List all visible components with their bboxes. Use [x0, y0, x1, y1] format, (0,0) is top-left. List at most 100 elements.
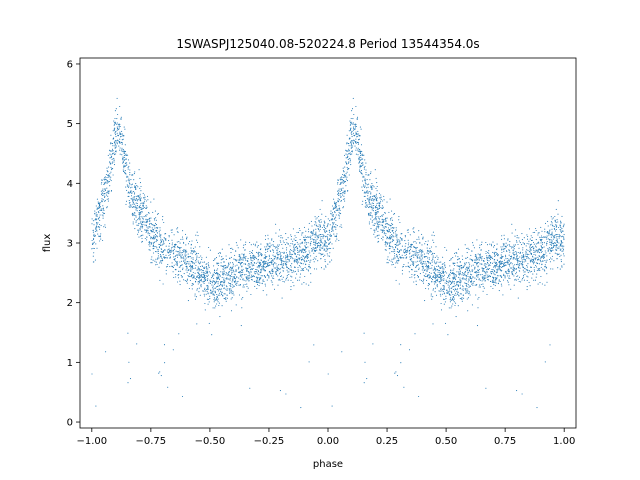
data-point [269, 258, 271, 260]
data-point [186, 238, 188, 240]
data-point [239, 278, 241, 280]
data-point [135, 216, 137, 218]
data-point [388, 230, 390, 232]
data-point [253, 264, 255, 266]
data-point [503, 263, 505, 266]
data-point [530, 261, 532, 263]
data-point [124, 144, 126, 146]
data-point [290, 265, 292, 267]
data-point [282, 260, 284, 262]
data-point [279, 240, 281, 242]
data-point [340, 196, 342, 198]
data-point [468, 279, 470, 282]
data-point [472, 244, 474, 246]
data-point [327, 239, 329, 242]
data-point [457, 284, 460, 286]
data-point [264, 261, 266, 263]
data-point [413, 227, 415, 229]
data-point [277, 267, 280, 270]
data-point [450, 283, 452, 285]
data-point [452, 272, 454, 274]
data-point [91, 223, 93, 225]
data-point [486, 266, 488, 268]
data-point [211, 284, 213, 286]
data-point [219, 274, 221, 276]
data-point [523, 258, 525, 261]
data-point [561, 250, 563, 252]
data-point [289, 260, 291, 262]
data-point [502, 248, 504, 250]
data-point [444, 271, 447, 273]
data-point [539, 248, 541, 251]
data-point [476, 325, 479, 327]
data-point [264, 283, 266, 285]
data-point [321, 253, 323, 256]
data-point [351, 136, 353, 138]
data-point [212, 285, 214, 287]
data-point [127, 166, 129, 169]
data-point [507, 239, 509, 241]
data-point [343, 190, 345, 192]
data-point [395, 233, 397, 235]
data-point [499, 263, 501, 265]
data-point [138, 222, 140, 224]
data-point [215, 257, 218, 259]
data-point [461, 300, 463, 302]
data-point [160, 238, 162, 240]
data-point [109, 153, 111, 155]
data-point [296, 247, 299, 249]
data-point [360, 155, 362, 157]
data-point [311, 249, 314, 251]
data-point [500, 261, 502, 263]
data-point [357, 147, 359, 149]
data-point [97, 233, 99, 235]
data-point [363, 179, 365, 181]
data-point [135, 215, 137, 217]
data-point [539, 250, 542, 252]
data-point [336, 225, 338, 227]
data-point [367, 174, 369, 176]
data-point [286, 276, 288, 278]
data-point [400, 249, 402, 251]
data-point [102, 188, 104, 190]
data-point [537, 251, 539, 253]
data-point [186, 261, 188, 263]
data-point [313, 229, 315, 231]
data-point [515, 278, 517, 280]
data-point [319, 228, 321, 231]
data-point [188, 256, 190, 258]
data-point [289, 269, 291, 271]
data-point [522, 247, 524, 249]
data-point [454, 262, 456, 264]
data-point [147, 231, 149, 233]
data-point [123, 159, 125, 161]
data-point [290, 279, 292, 282]
data-point [338, 194, 340, 197]
data-point [92, 239, 95, 241]
data-point [184, 233, 187, 235]
data-point [276, 246, 278, 248]
data-point [214, 283, 216, 285]
data-point [331, 215, 333, 217]
data-point [310, 273, 312, 275]
data-point [503, 234, 505, 236]
data-point [316, 243, 318, 245]
data-point [456, 291, 458, 293]
data-point [126, 176, 128, 178]
data-point [140, 212, 142, 214]
data-point [309, 267, 311, 269]
data-point [261, 268, 263, 270]
data-point [460, 293, 462, 295]
data-point [109, 173, 111, 175]
data-point [512, 252, 514, 254]
data-point [365, 174, 367, 176]
data-point [377, 227, 379, 229]
data-point [95, 212, 97, 214]
data-point [551, 222, 553, 224]
data-point [527, 249, 529, 252]
data-point [156, 232, 158, 234]
data-point [456, 265, 458, 267]
data-point [205, 279, 207, 281]
data-point [324, 221, 326, 223]
data-point [454, 277, 456, 279]
